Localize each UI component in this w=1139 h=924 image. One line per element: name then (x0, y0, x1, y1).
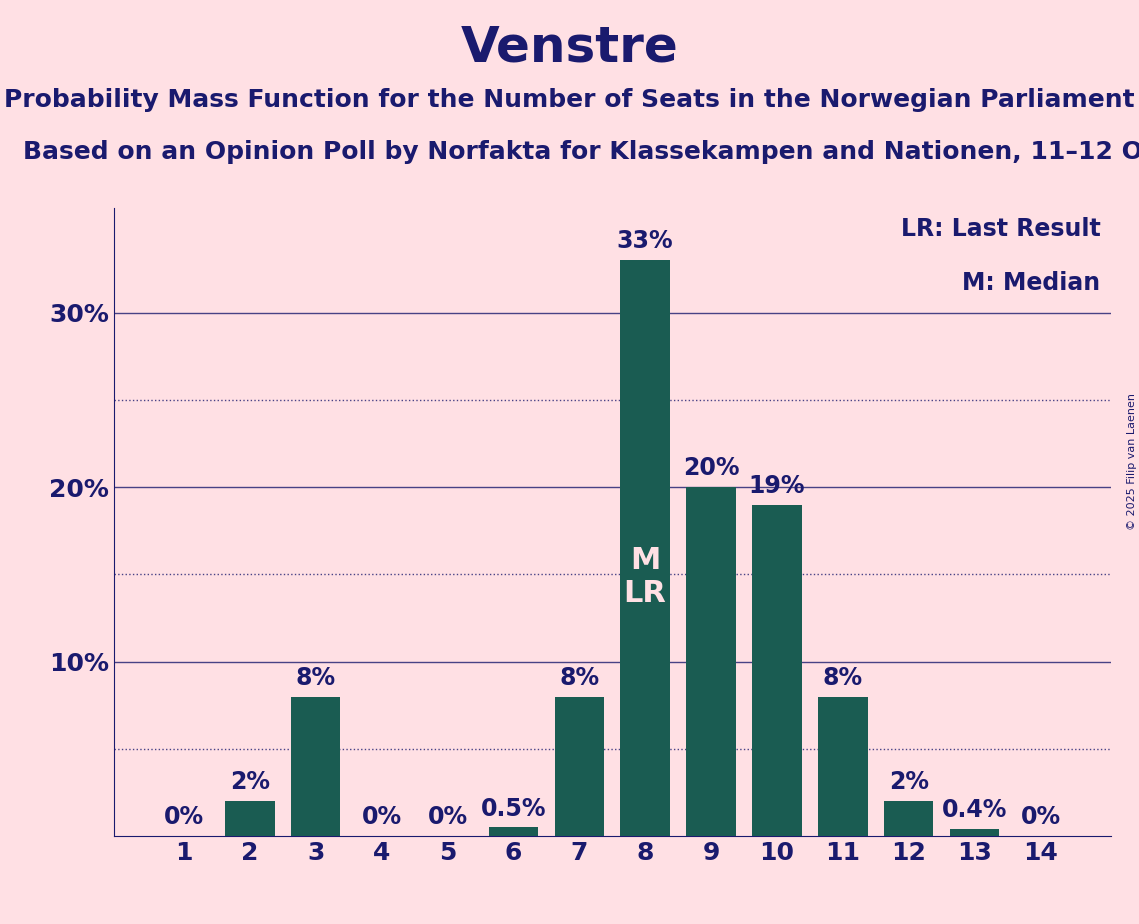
Text: 8%: 8% (296, 665, 336, 689)
Text: Probability Mass Function for the Number of Seats in the Norwegian Parliament: Probability Mass Function for the Number… (5, 88, 1134, 112)
Bar (290, 697, 341, 836)
Text: 0.4%: 0.4% (942, 798, 1007, 822)
Bar (687, 487, 736, 836)
Text: Based on an Opinion Poll by Norfakta for Klassekampen and Nationen, 11–12 Octobe: Based on an Opinion Poll by Norfakta for… (23, 140, 1139, 164)
Bar (555, 697, 604, 836)
Text: 2%: 2% (888, 771, 928, 795)
Bar (884, 801, 934, 836)
Text: M: Median: M: Median (962, 271, 1100, 295)
Bar (621, 261, 670, 836)
Bar (226, 801, 274, 836)
Text: LR: Last Result: LR: Last Result (901, 217, 1100, 241)
Text: 20%: 20% (682, 456, 739, 480)
Text: 0%: 0% (361, 805, 402, 829)
Text: 0%: 0% (427, 805, 467, 829)
Text: M
LR: M LR (624, 546, 666, 608)
Text: 33%: 33% (617, 229, 673, 253)
Text: © 2025 Filip van Laenen: © 2025 Filip van Laenen (1126, 394, 1137, 530)
Text: 0%: 0% (164, 805, 204, 829)
Bar (950, 829, 999, 836)
Bar (489, 828, 538, 836)
Bar (818, 697, 868, 836)
Text: Venstre: Venstre (460, 23, 679, 71)
Bar (752, 505, 802, 836)
Text: 19%: 19% (748, 474, 805, 498)
Text: 0%: 0% (1021, 805, 1060, 829)
Text: 8%: 8% (822, 665, 863, 689)
Text: 2%: 2% (230, 771, 270, 795)
Text: 0.5%: 0.5% (481, 796, 546, 821)
Text: 8%: 8% (559, 665, 599, 689)
